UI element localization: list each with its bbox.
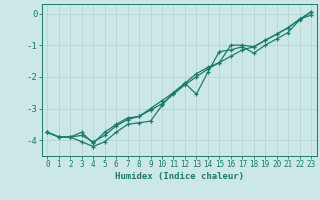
X-axis label: Humidex (Indice chaleur): Humidex (Indice chaleur) (115, 172, 244, 181)
